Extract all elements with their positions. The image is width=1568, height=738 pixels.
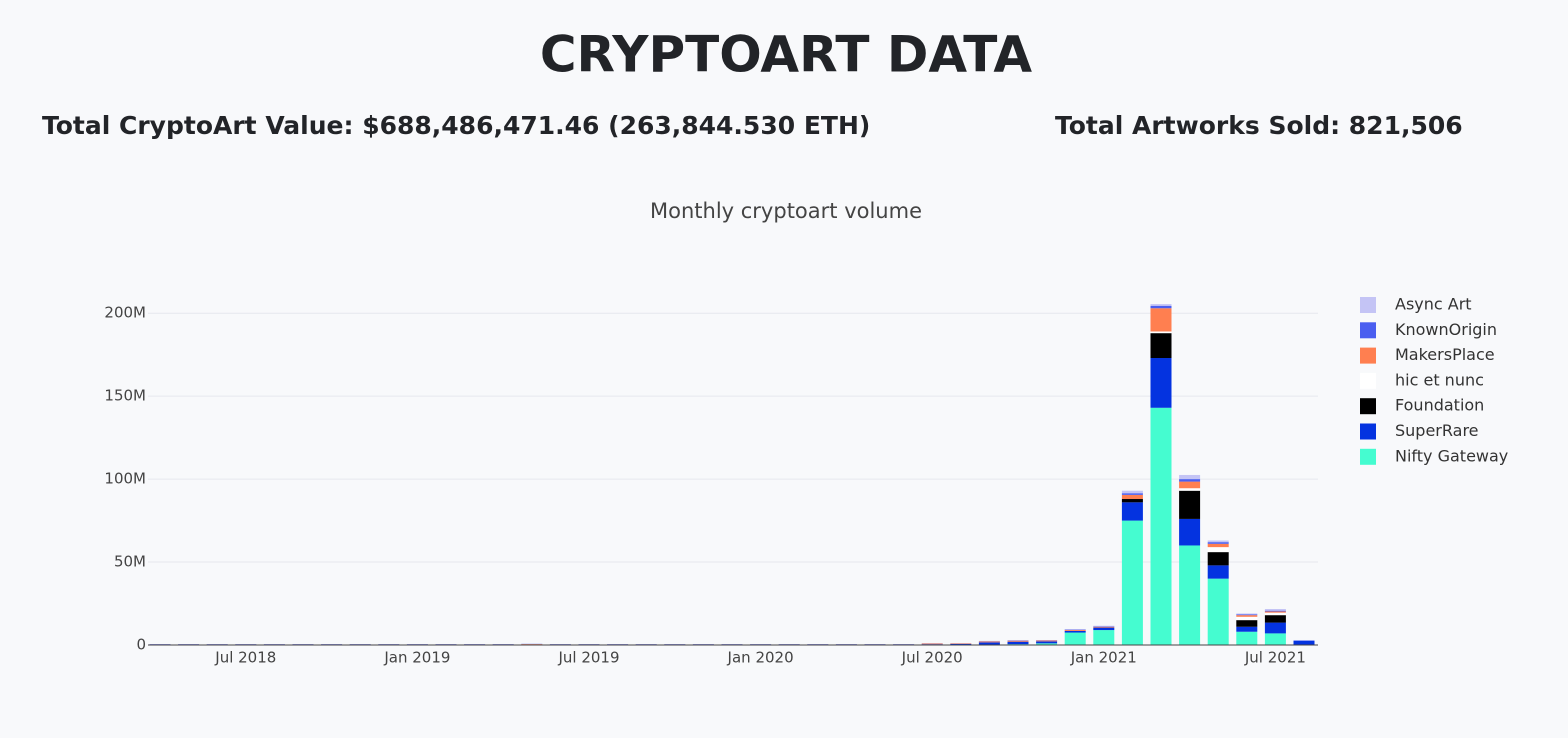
bar-segment — [1207, 547, 1229, 553]
bar-segment — [1179, 474, 1201, 480]
y-tick-label: 150M — [104, 387, 146, 405]
legend-swatch — [1360, 297, 1376, 313]
bar-segment — [1264, 622, 1286, 634]
bar-segment — [1236, 613, 1258, 615]
bar-segment — [978, 642, 1000, 645]
bar-segment — [1150, 308, 1172, 332]
bar-segment — [1121, 493, 1143, 495]
bar-segment — [1093, 626, 1115, 628]
y-tick-label: 50M — [114, 553, 146, 571]
y-tick-label: 0 — [136, 636, 146, 654]
bar-segment — [1179, 481, 1201, 489]
bar-segment — [1121, 499, 1143, 503]
bar-segment — [1179, 488, 1201, 491]
bar-segment — [921, 643, 943, 645]
page-title: CRYPTOART DATA — [540, 26, 1033, 84]
bar-segment — [1264, 609, 1286, 611]
legend-label: KnownOrigin — [1395, 320, 1497, 339]
legend-swatch — [1360, 372, 1376, 389]
x-tick-label: Jan 2020 — [727, 649, 794, 667]
bar-segment — [1264, 611, 1286, 613]
bar-segment — [1121, 494, 1143, 500]
chart-title: Monthly cryptoart volume — [650, 199, 922, 223]
bar-segment — [978, 641, 1000, 643]
legend-label: hic et nunc — [1395, 370, 1484, 389]
legend-label: SuperRare — [1395, 421, 1479, 440]
bar-segment — [1121, 502, 1143, 521]
y-tick-label: 100M — [104, 470, 146, 488]
bar-segment — [1150, 358, 1172, 408]
bar-segment — [1264, 610, 1286, 612]
bar-segment — [1121, 490, 1143, 494]
bar-segment — [1093, 627, 1115, 631]
bar-segment — [1207, 578, 1229, 645]
bar-segment — [1150, 333, 1172, 359]
plot: 0 50M 100M 150M 200M Jul 2018 Jan 2019 Jul 2019… — [104, 304, 1318, 667]
bar-segment — [1064, 629, 1086, 631]
bar-segment — [1179, 545, 1201, 645]
stat-count: Total Artworks Sold: 821,506 — [1055, 111, 1463, 140]
legend-label: Async Art — [1395, 295, 1472, 314]
bar-segment — [1150, 304, 1172, 306]
x-tick-label: Jul 2018 — [214, 649, 276, 667]
legend-swatch — [1360, 322, 1376, 339]
legend-swatch — [1360, 448, 1376, 465]
x-tick-label: Jul 2020 — [901, 649, 963, 667]
legend-swatch — [1360, 423, 1376, 440]
x-tick-label: Jul 2021 — [1244, 649, 1306, 667]
bar-segment — [1007, 640, 1029, 642]
legend-label: Nifty Gateway — [1395, 446, 1508, 465]
bar-segment — [1150, 331, 1172, 334]
legend: Nifty Gateway SuperRare Foundation hic et n… — [1360, 295, 1508, 465]
bar-segment — [1150, 305, 1172, 309]
bar-segment — [1264, 612, 1286, 616]
legend-swatch — [1360, 347, 1376, 364]
x-tick-label: Jul 2019 — [557, 649, 619, 667]
x-tick-label: Jan 2019 — [383, 649, 450, 667]
bar-segment — [1007, 641, 1029, 645]
y-tick-label: 200M — [104, 304, 146, 322]
bar-segment — [1064, 630, 1086, 633]
bar-segment — [1121, 520, 1143, 645]
bar-segment — [1150, 407, 1172, 645]
legend-label: MakersPlace — [1395, 345, 1495, 364]
bar-segment — [1179, 479, 1201, 482]
bar-segment — [1179, 518, 1201, 546]
bar-segment — [1236, 631, 1258, 645]
bar-segment — [1179, 490, 1201, 519]
bar-segment — [1036, 641, 1058, 644]
bar-segment — [1093, 630, 1115, 645]
bar-segment — [1236, 626, 1258, 632]
bar-segment — [1236, 615, 1258, 617]
bar-segment — [1236, 614, 1258, 616]
bar-segment — [1036, 640, 1058, 642]
bar-segment — [1236, 620, 1258, 627]
bar-segment — [1036, 643, 1058, 645]
bar-segment — [1236, 616, 1258, 621]
bar-segment — [1293, 640, 1315, 645]
bar-segment — [1207, 540, 1229, 543]
legend-label: Foundation — [1395, 396, 1484, 415]
x-tick-label: Jan 2021 — [1070, 649, 1137, 667]
bar-segment — [1207, 552, 1229, 566]
bar-segment — [1207, 542, 1229, 544]
bar-segment — [1064, 632, 1086, 645]
bar-segment — [1264, 615, 1286, 623]
legend-swatch — [1360, 398, 1376, 415]
bar-segment — [1264, 633, 1286, 645]
bar-segment — [1207, 565, 1229, 579]
bar-segment — [1207, 543, 1229, 548]
stat-value: Total CryptoArt Value: $688,486,471.46 (… — [42, 111, 870, 140]
